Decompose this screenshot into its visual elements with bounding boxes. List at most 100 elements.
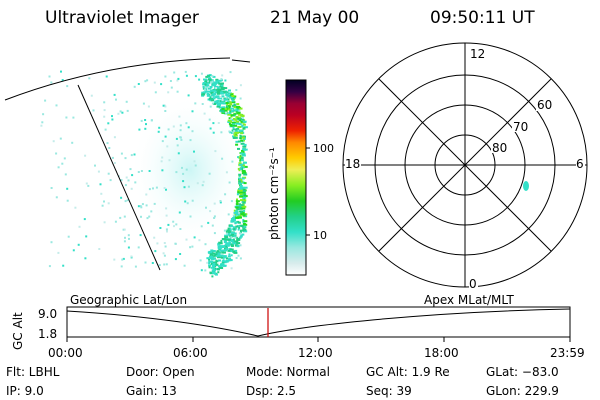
emission-pixel — [48, 265, 51, 268]
emission-pixel — [237, 254, 240, 257]
emission-pixel — [232, 238, 235, 241]
emission-pixel — [233, 113, 237, 116]
status-mode: Mode: Normal — [246, 365, 330, 379]
emission-pixel — [215, 85, 219, 88]
emission-pixel — [236, 198, 238, 201]
emission-pixel — [203, 88, 206, 91]
emission-pixel — [107, 172, 110, 175]
emission-pixel — [212, 75, 216, 78]
emission-pixel — [208, 258, 210, 261]
emission-pixel — [202, 82, 206, 84]
emission-pixel — [231, 95, 235, 97]
emission-pixel — [221, 249, 224, 252]
emission-pixel — [185, 122, 188, 125]
emission-pixel — [243, 161, 247, 164]
emission-pixel — [213, 103, 217, 105]
emission-pixel — [83, 218, 86, 221]
emission-pixel — [179, 129, 182, 132]
emission-pixel — [183, 186, 186, 189]
emission-pixel — [198, 78, 201, 81]
emission-pixel — [206, 257, 210, 260]
emission-pixel — [237, 156, 240, 159]
emission-pixel — [235, 210, 239, 213]
emission-pixel — [231, 249, 234, 252]
emission-pixel — [153, 81, 156, 84]
emission-pixel — [202, 83, 206, 86]
emission-pixel — [42, 113, 45, 116]
emission-pixel — [228, 89, 231, 92]
emission-pixel — [241, 169, 246, 172]
emission-pixel — [124, 184, 127, 187]
emission-pixel — [240, 139, 244, 142]
emission-pixel — [233, 121, 238, 124]
emission-pixel — [238, 129, 242, 132]
emission-pixel — [225, 248, 229, 251]
emission-pixel — [173, 225, 175, 228]
emission-pixel — [55, 152, 58, 155]
emission-pixel — [238, 162, 242, 165]
emission-pixel — [210, 266, 214, 269]
emission-pixel — [239, 159, 242, 162]
emission-pixel — [219, 201, 222, 204]
emission-pixel — [228, 106, 231, 109]
emission-pixel — [221, 246, 225, 248]
emission-pixel — [239, 189, 243, 192]
emission-pixel — [123, 240, 126, 243]
emission-pixel — [241, 191, 246, 194]
emission-pixel — [224, 91, 227, 94]
emission-pixel — [100, 192, 103, 195]
emission-pixel — [205, 206, 207, 209]
emission-pixel — [103, 200, 105, 203]
emission-pixel — [157, 130, 160, 133]
emission-pixel — [202, 91, 206, 94]
emission-pixel — [138, 128, 141, 131]
emission-pixel — [201, 91, 205, 94]
emission-pixel — [237, 167, 240, 170]
emission-pixel — [106, 142, 109, 145]
emission-pixel — [233, 98, 236, 101]
emission-pixel — [117, 112, 120, 115]
emission-pixel — [175, 171, 178, 174]
date-label: 21 May 00 — [270, 8, 360, 28]
emission-pixel — [206, 83, 209, 86]
emission-pixel — [84, 154, 87, 157]
emission-pixel — [210, 89, 214, 92]
emission-pixel — [242, 228, 247, 231]
emission-pixel — [219, 96, 222, 99]
emission-pixel — [240, 135, 243, 138]
emission-pixel — [220, 78, 223, 81]
emission-pixel — [231, 101, 236, 104]
emission-pixel — [238, 169, 241, 172]
emission-pixel — [178, 115, 181, 118]
emission-pixel — [204, 269, 207, 272]
emission-pixel — [217, 252, 221, 255]
emission-pixel — [239, 137, 242, 140]
emission-pixel — [154, 250, 157, 253]
emission-pixel — [209, 257, 214, 259]
emission-pixels — [40, 70, 248, 278]
emission-pixel — [224, 261, 227, 264]
emission-pixel — [202, 85, 205, 88]
emission-pixel — [183, 264, 186, 267]
emission-pixel — [148, 170, 151, 172]
emission-pixel — [223, 251, 226, 254]
emission-pixel — [230, 97, 234, 100]
emission-pixel — [211, 75, 214, 78]
emission-pixel — [242, 223, 246, 225]
emission-pixel — [216, 90, 220, 93]
emission-pixel — [133, 85, 136, 88]
emission-pixel — [225, 230, 228, 233]
emission-pixel — [238, 174, 241, 177]
emission-pixel — [208, 118, 211, 121]
emission-pixel — [227, 121, 232, 123]
emission-pixel — [223, 245, 226, 248]
emission-pixel — [214, 96, 218, 99]
emission-pixel — [216, 102, 221, 105]
emission-pixel — [242, 120, 247, 123]
emission-pixel — [225, 171, 228, 174]
emission-pixel — [212, 89, 216, 92]
emission-pixel — [220, 106, 225, 109]
emission-pixel — [66, 187, 69, 190]
emission-pixel — [241, 136, 245, 139]
emission-pixel — [176, 79, 179, 82]
